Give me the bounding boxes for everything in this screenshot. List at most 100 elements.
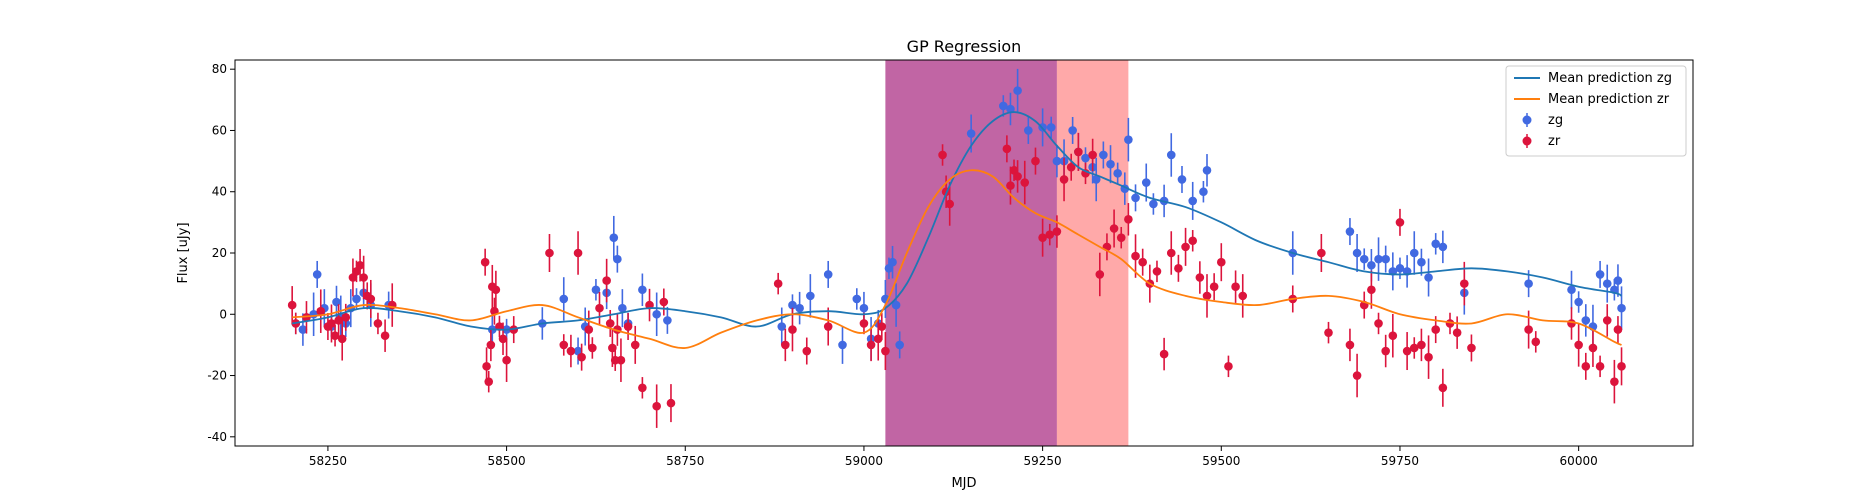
- point-zg: [1099, 150, 1108, 160]
- point-zr: [1402, 346, 1412, 356]
- point-zg: [1113, 169, 1122, 178]
- legend-zg-label: zg: [1548, 113, 1563, 128]
- point-zr: [559, 340, 569, 350]
- y-axis: -40 -20 0 20 40 60 80: [207, 62, 235, 444]
- x-tick-label: 59500: [1202, 454, 1240, 468]
- point-zr: [1224, 362, 1233, 371]
- point-zg: [1091, 175, 1101, 184]
- point-zg: [618, 303, 627, 313]
- point-zr: [380, 331, 390, 341]
- point-zr: [1617, 362, 1626, 371]
- point-zr: [482, 362, 491, 371]
- point-zg: [1359, 254, 1369, 264]
- point-zr: [1095, 270, 1105, 279]
- point-zr: [334, 316, 343, 325]
- point-zg: [777, 322, 787, 331]
- x-tick-label: 58750: [666, 454, 704, 468]
- point-zr: [1013, 172, 1022, 181]
- point-zr: [1088, 150, 1097, 160]
- point-zr: [605, 319, 615, 328]
- point-zr: [1124, 215, 1133, 224]
- point-zr: [802, 346, 812, 356]
- point-zr: [498, 334, 508, 344]
- y-tick-label: 40: [212, 185, 227, 199]
- x-tick-label: 58250: [309, 454, 347, 468]
- x-axis-label: MJD: [951, 476, 976, 491]
- y-tick-label: 60: [212, 123, 227, 137]
- point-zr: [337, 334, 347, 344]
- point-zr: [373, 319, 383, 328]
- point-zg: [1024, 126, 1033, 135]
- point-zg: [795, 303, 804, 313]
- point-zg: [298, 325, 308, 334]
- x-tick-label: 58500: [487, 454, 525, 468]
- point-zg: [559, 294, 569, 304]
- point-zg: [1141, 178, 1151, 187]
- point-zr: [1388, 331, 1398, 341]
- point-zr: [327, 319, 336, 328]
- point-zr: [1174, 264, 1183, 273]
- point-zg: [1574, 297, 1583, 307]
- point-zg: [1617, 303, 1626, 313]
- point-zr: [1452, 328, 1462, 337]
- point-zr: [1574, 340, 1583, 350]
- point-zg: [1424, 273, 1433, 282]
- point-zr: [1567, 319, 1576, 328]
- point-zg: [613, 254, 622, 264]
- point-zr: [938, 150, 947, 160]
- point-zg: [1068, 126, 1077, 135]
- point-zr: [1006, 181, 1015, 190]
- point-zr: [491, 285, 501, 295]
- point-zr: [1152, 267, 1162, 276]
- point-zg: [1595, 270, 1605, 279]
- point-zr: [1002, 144, 1012, 154]
- x-tick-label: 60000: [1560, 454, 1598, 468]
- point-zg: [1602, 279, 1612, 288]
- point-zr: [788, 325, 797, 334]
- point-zr: [1459, 279, 1469, 288]
- point-zg: [1013, 86, 1022, 95]
- point-zr: [945, 199, 955, 209]
- point-zg: [1202, 165, 1212, 175]
- point-zr: [1195, 273, 1205, 282]
- point-zr: [545, 248, 554, 258]
- point-zg: [1131, 193, 1140, 203]
- point-zg: [1046, 123, 1056, 132]
- point-zr: [1131, 251, 1140, 261]
- point-zr: [355, 260, 365, 270]
- point-zr: [823, 322, 833, 331]
- point-zg: [1417, 257, 1426, 267]
- point-zr: [881, 346, 890, 356]
- point-zg: [638, 285, 647, 295]
- point-zg: [1006, 104, 1015, 114]
- point-zg: [609, 233, 619, 242]
- point-zr: [480, 257, 490, 267]
- point-zr: [1424, 352, 1433, 362]
- point-zr: [602, 276, 611, 285]
- point-zg: [838, 340, 847, 350]
- point-zg: [806, 291, 815, 301]
- point-zg: [999, 101, 1008, 111]
- point-zr: [1159, 349, 1169, 359]
- point-zg: [352, 294, 361, 304]
- point-zg: [1395, 264, 1405, 273]
- point-zr: [577, 352, 586, 362]
- point-zr: [316, 306, 326, 316]
- point-zg: [1081, 153, 1090, 163]
- point-zr: [1345, 340, 1355, 350]
- point-zr: [1324, 328, 1333, 337]
- point-zg: [891, 300, 901, 310]
- point-zr: [330, 331, 340, 341]
- point-zr: [659, 297, 669, 307]
- point-zr: [484, 377, 494, 386]
- point-zr: [873, 334, 883, 344]
- legend-zg-marker: [1522, 113, 1532, 127]
- point-zr: [1417, 340, 1426, 350]
- point-zr: [781, 340, 790, 350]
- chart-title: GP Regression: [907, 37, 1022, 56]
- point-zr: [1467, 343, 1476, 353]
- point-zr: [616, 355, 626, 365]
- point-zg: [966, 129, 976, 138]
- point-zg: [1345, 227, 1355, 236]
- point-zr: [666, 398, 676, 408]
